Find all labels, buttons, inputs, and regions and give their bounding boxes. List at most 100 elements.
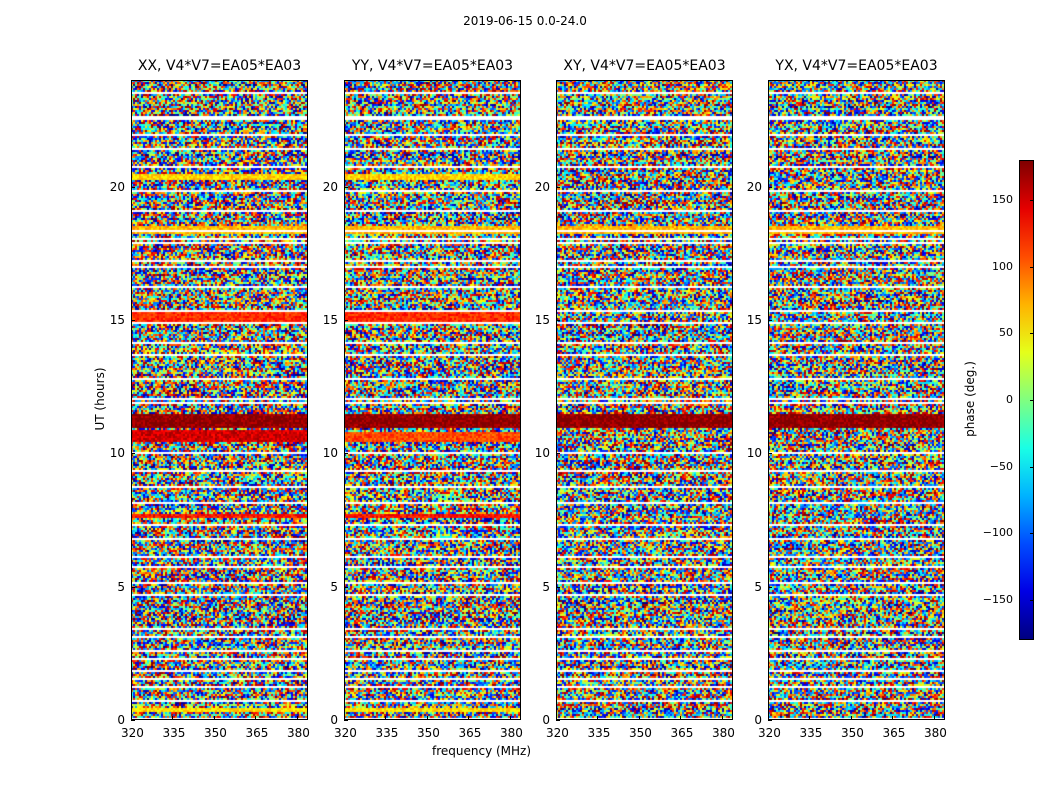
x-tick-label: 380	[286, 726, 310, 740]
colorbar-tick-label: −150	[982, 593, 1013, 606]
heatmap-cells	[556, 80, 733, 720]
y-tick-mark	[131, 320, 135, 321]
y-tick-label: 5	[330, 579, 338, 594]
colorbar-tick-mark	[1030, 400, 1034, 401]
y-tick-label: 5	[754, 579, 762, 594]
y-axis-label: UT (hours)	[93, 367, 107, 431]
y-tick-mark	[344, 586, 348, 588]
x-tick-mark	[344, 716, 345, 720]
y-tick-mark	[131, 586, 135, 588]
y-tick-label: 10	[109, 446, 125, 461]
x-tick-mark	[131, 716, 132, 720]
panel-title: XY, V4*V7=EA05*EA03	[563, 58, 726, 74]
y-tick-label: 0	[330, 713, 338, 727]
colorbar-label: phase (deg.)	[963, 361, 977, 437]
x-tick-label: 320	[546, 726, 569, 740]
colorbar-tick-mark	[1030, 200, 1034, 201]
x-tick-mark	[680, 716, 682, 720]
x-tick-mark	[296, 716, 298, 720]
x-tick-mark	[638, 716, 640, 720]
x-tick-mark	[213, 716, 215, 720]
x-tick-mark	[556, 716, 557, 720]
y-tick-label: 5	[542, 579, 550, 594]
x-tick-label: 365	[882, 726, 906, 740]
x-tick-mark	[809, 716, 811, 720]
colorbar-tick-mark	[1030, 466, 1034, 468]
x-tick-label: 350	[203, 726, 227, 740]
x-tick-mark	[850, 716, 852, 720]
colorbar-tick-label: 150	[992, 193, 1013, 206]
x-tick-label: 380	[711, 726, 735, 740]
x-axis-label: frequency (MHz)	[432, 744, 532, 758]
heatmap-panel	[131, 80, 308, 720]
y-tick-mark	[344, 720, 348, 721]
heatmap-cells	[768, 80, 945, 720]
y-tick-mark	[131, 453, 135, 455]
x-tick-label: 380	[923, 726, 947, 740]
x-tick-mark	[933, 716, 935, 720]
colorbar-tick-mark	[1030, 333, 1034, 335]
y-tick-label: 20	[322, 179, 338, 194]
y-tick-label: 20	[109, 179, 125, 194]
x-tick-label: 320	[121, 726, 144, 740]
y-tick-label: 10	[746, 446, 762, 461]
y-tick-label: 0	[754, 713, 762, 727]
x-tick-label: 365	[245, 726, 269, 740]
y-tick-label: 20	[534, 179, 550, 194]
x-tick-mark	[768, 716, 769, 720]
x-tick-label: 335	[587, 726, 611, 740]
x-tick-mark	[255, 716, 257, 720]
y-tick-label: 20	[746, 179, 762, 194]
x-tick-mark	[172, 716, 174, 720]
y-tick-label: 15	[109, 313, 125, 327]
panel-title: XX, V4*V7=EA05*EA03	[137, 58, 302, 74]
x-tick-mark	[426, 716, 428, 720]
x-tick-label: 365	[458, 726, 482, 740]
y-tick-label: 0	[117, 713, 125, 727]
heatmap-cells	[344, 80, 521, 720]
colorbar-tick-label: 100	[992, 259, 1013, 273]
colorbar-tick-mark	[1030, 266, 1034, 268]
y-tick-mark	[556, 720, 560, 721]
x-tick-mark	[385, 716, 387, 720]
y-tick-label: 0	[542, 713, 550, 727]
y-tick-label: 15	[322, 313, 338, 327]
x-tick-label: 335	[799, 726, 823, 740]
colorbar-tick-label: 50	[999, 326, 1013, 340]
x-tick-label: 350	[628, 726, 652, 740]
colorbar-tick-label: 0	[1006, 393, 1013, 406]
x-tick-mark	[468, 716, 470, 720]
y-tick-mark	[131, 186, 135, 188]
y-tick-mark	[344, 453, 348, 455]
heatmap-cells	[131, 80, 308, 720]
y-tick-mark	[768, 720, 772, 721]
y-tick-mark	[131, 720, 135, 721]
x-tick-label: 320	[334, 726, 357, 740]
y-tick-mark	[768, 186, 772, 188]
y-tick-mark	[768, 453, 772, 455]
panel-title: YX, V4*V7=EA05*EA03	[775, 58, 938, 74]
x-tick-mark	[509, 716, 511, 720]
y-tick-mark	[556, 586, 560, 588]
x-tick-label: 380	[499, 726, 523, 740]
y-tick-mark	[556, 453, 560, 455]
y-tick-label: 10	[322, 446, 338, 461]
y-tick-mark	[344, 186, 348, 188]
x-tick-label: 350	[840, 726, 864, 740]
x-tick-mark	[597, 716, 599, 720]
x-tick-label: 365	[670, 726, 694, 740]
x-tick-label: 350	[416, 726, 440, 740]
colorbar-tick-mark	[1030, 600, 1034, 601]
heatmap-panel	[556, 80, 733, 720]
y-tick-label: 10	[534, 446, 550, 461]
colorbar-tick-mark	[1030, 533, 1034, 535]
colorbar-tick-label: −100	[982, 526, 1013, 540]
x-tick-mark	[721, 716, 723, 720]
y-tick-label: 15	[534, 313, 550, 327]
y-tick-mark	[768, 586, 772, 588]
x-tick-label: 335	[375, 726, 399, 740]
panel-title: YY, V4*V7=EA05*EA03	[351, 58, 514, 74]
y-tick-label: 5	[117, 579, 125, 594]
x-tick-mark	[892, 716, 894, 720]
y-tick-mark	[556, 320, 560, 321]
